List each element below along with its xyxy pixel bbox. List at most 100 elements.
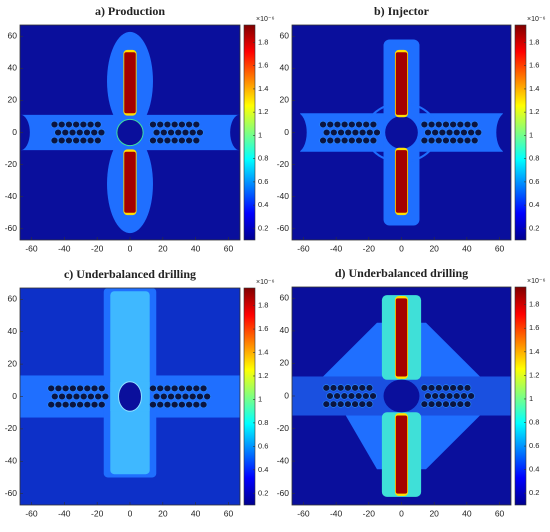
colorbar-tick-label: 1.2 (258, 107, 268, 116)
colorbar (514, 24, 527, 241)
perforation (58, 392, 66, 401)
colorbar-tick-label: 0.4 (258, 465, 268, 474)
perforation (87, 392, 95, 401)
x-tick-label: -20 (363, 243, 376, 253)
x-tick-label: -40 (330, 243, 343, 253)
perforation (54, 401, 63, 409)
perforation (192, 136, 201, 145)
well-rod (395, 298, 408, 377)
perforation (369, 120, 378, 129)
perforation (358, 128, 367, 137)
perforation (330, 128, 338, 137)
perforation (470, 136, 479, 145)
perforation (54, 128, 62, 137)
panel: a) Production -60 -40 -20 0 20 40 60 -60 -40 -20 0 2… (5, 4, 275, 254)
heatmap-field (292, 287, 511, 505)
perforation (369, 136, 378, 145)
end-cap (496, 112, 511, 153)
panel-title: c) Underbalanced drilling (64, 267, 196, 281)
end-cap (20, 114, 30, 151)
perforation (76, 401, 84, 409)
y-tick-label: 20 (8, 358, 18, 368)
perforation (83, 401, 92, 409)
perforation (319, 120, 327, 129)
colorbar-tick-label: 1.6 (258, 61, 268, 70)
perforation (79, 136, 88, 145)
perforation (449, 400, 457, 408)
perforation (354, 392, 363, 400)
perforation (149, 384, 157, 392)
perforation (336, 400, 345, 408)
perforation (72, 392, 81, 401)
colorbar-tick-label: 1.2 (258, 371, 268, 380)
perforation (365, 400, 374, 408)
perforation (460, 392, 468, 400)
perforation (167, 128, 175, 137)
perforation (329, 384, 338, 392)
center-zone (385, 116, 418, 149)
perforation (156, 120, 164, 129)
perforation (355, 120, 363, 129)
panel-title: d) Underbalanced drilling (335, 266, 468, 280)
perforation (156, 384, 164, 392)
perforation (420, 120, 429, 129)
perforation (192, 384, 201, 392)
y-tick-label: -60 (277, 488, 290, 498)
y-tick-label: 20 (280, 95, 290, 105)
panel-title: b) Injector (374, 4, 430, 18)
panel-title: a) Production (95, 4, 165, 18)
perforation (470, 120, 479, 129)
perforation (474, 128, 483, 137)
y-tick-label: -60 (5, 488, 18, 498)
perforation (188, 392, 197, 401)
perforation (326, 120, 334, 129)
colorbar-tick-label: 1.4 (258, 84, 268, 93)
perforation (326, 392, 334, 400)
perforation (98, 384, 106, 392)
perforation (199, 384, 208, 392)
perforation (178, 384, 186, 392)
perforation (178, 136, 186, 145)
perforation (83, 128, 91, 137)
x-tick-label: -40 (330, 508, 343, 518)
colorbar-exponent: ×10⁻⁶ (527, 278, 546, 285)
perforation (442, 136, 450, 145)
colorbar-tick-label: 1.6 (529, 61, 539, 70)
perforation (351, 384, 359, 392)
well-rod (124, 151, 136, 213)
x-tick-label: 40 (462, 508, 472, 518)
perforation (79, 120, 88, 129)
colorbar-tick-label: 1 (258, 394, 262, 403)
perforation (65, 120, 73, 129)
colorbar-tick-label: 0.8 (529, 417, 539, 426)
perforation (181, 128, 190, 137)
y-tick-label: -20 (5, 423, 18, 433)
x-tick-label: -40 (58, 243, 71, 253)
perforation (61, 128, 70, 137)
perforation (329, 400, 338, 408)
perforation (86, 120, 95, 129)
perforation (51, 392, 59, 401)
perforation (326, 136, 334, 145)
x-tick-label: -20 (363, 508, 376, 518)
center-zone (383, 379, 420, 413)
perforation (50, 136, 59, 145)
perforation (442, 384, 450, 392)
perforation (340, 136, 349, 145)
perforation (167, 392, 175, 401)
perforation (68, 128, 77, 137)
y-tick-label: -40 (277, 191, 290, 201)
perforation (456, 400, 465, 408)
perforation (54, 384, 63, 392)
perforation (449, 384, 457, 392)
perforation (463, 120, 472, 129)
perforation (453, 128, 461, 137)
perforation (435, 400, 443, 408)
well-rod (124, 52, 136, 114)
perforation (456, 384, 465, 392)
perforation (170, 384, 179, 392)
colorbar-tick-label: 1.8 (529, 300, 539, 309)
colorbar-tick-label: 1 (529, 394, 533, 403)
perforation (98, 401, 106, 409)
